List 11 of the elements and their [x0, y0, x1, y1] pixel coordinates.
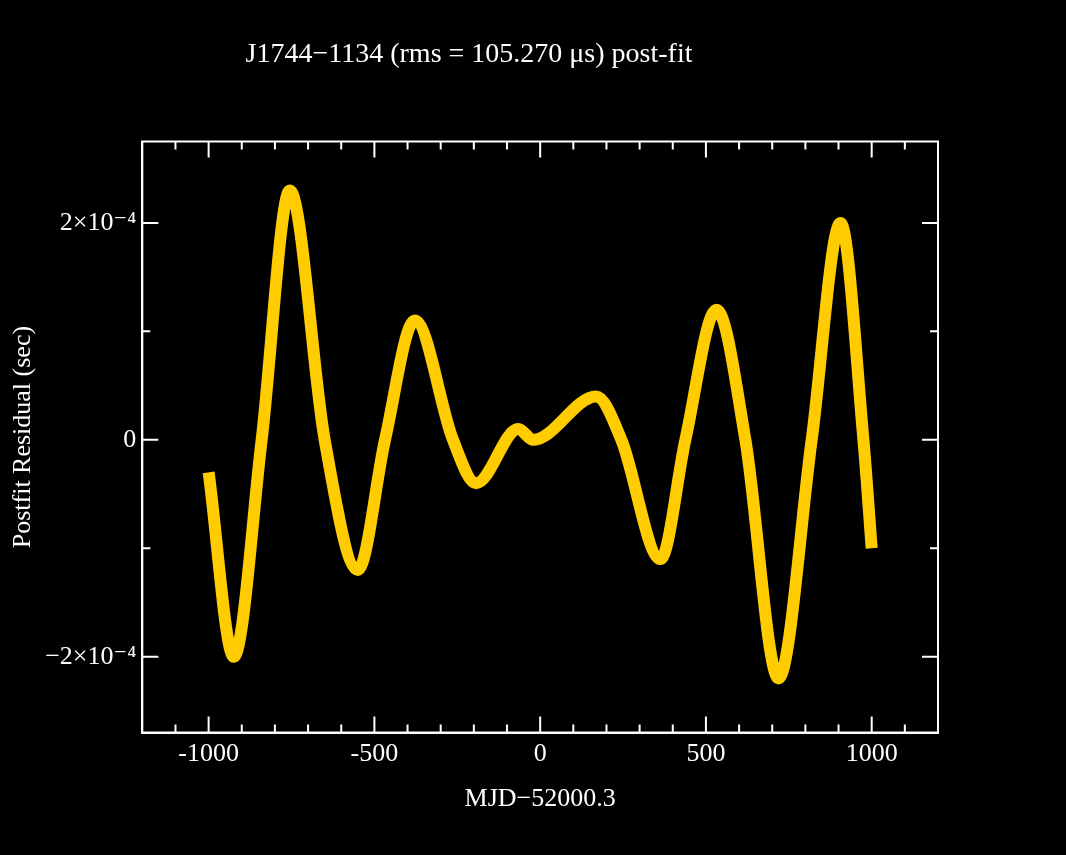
y-tick-label: 0 [123, 423, 137, 453]
x-axis-title: MJD−52000.3 [464, 783, 616, 813]
x-tick-label: -500 [350, 738, 399, 768]
x-tick-label: 1000 [845, 738, 898, 768]
y-tick-label: −2×10⁻⁴ [45, 640, 137, 670]
chart-title: J1744−1134 (rms = 105.270 μs) post-fit [245, 37, 693, 69]
x-tick-label: 0 [533, 738, 547, 768]
x-tick-label: 500 [686, 738, 726, 768]
y-tick-label: 2×10⁻⁴ [59, 206, 137, 236]
y-axis-title: Postfit Residual (sec) [7, 325, 37, 549]
x-tick-label: -1000 [178, 738, 239, 768]
